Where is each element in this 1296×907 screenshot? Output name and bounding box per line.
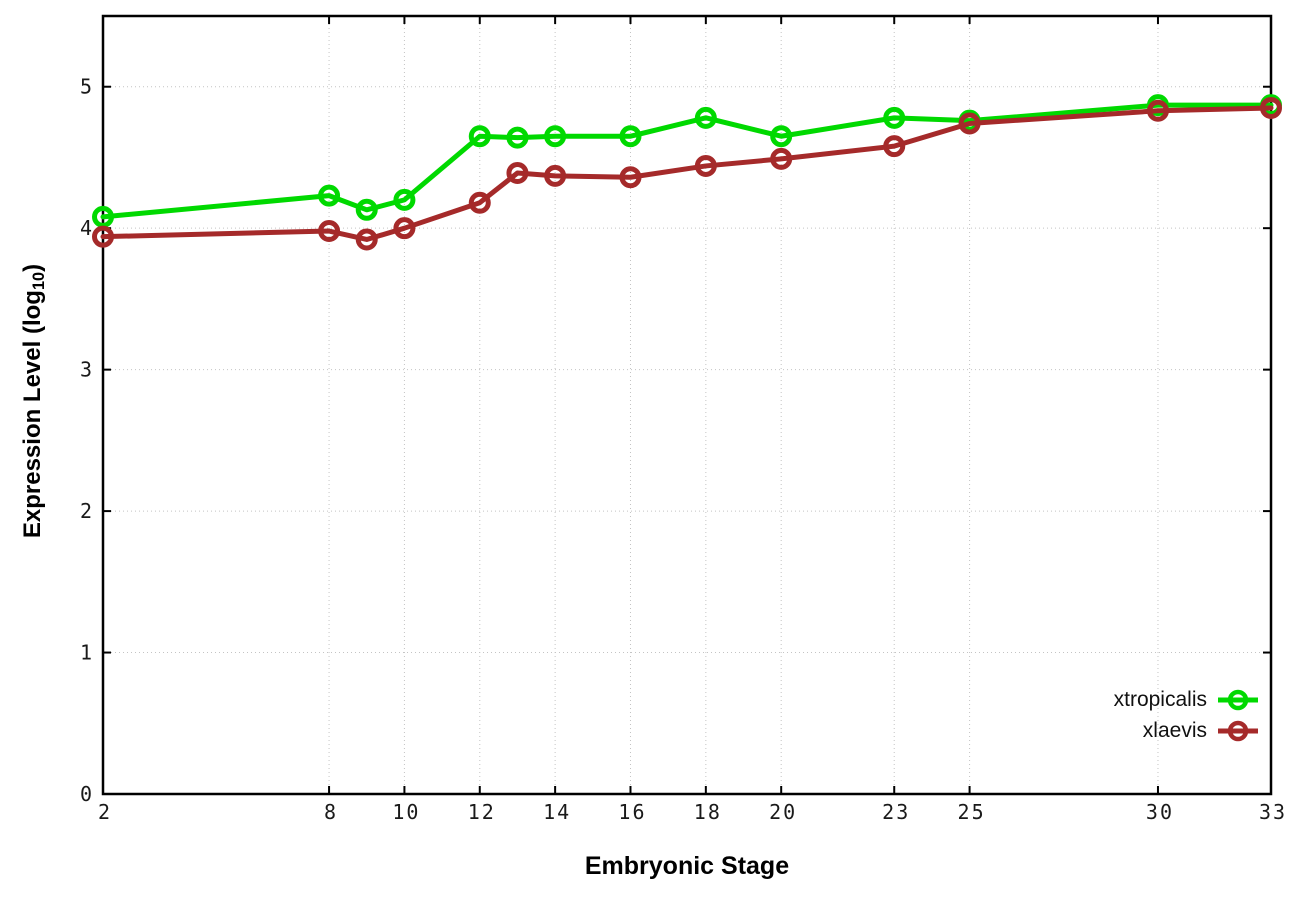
data-point-xlaevis <box>694 154 717 177</box>
data-point-xlaevis <box>468 191 491 214</box>
data-point-xtropicalis <box>883 106 906 129</box>
data-point-xlaevis <box>506 162 529 185</box>
x-tick-label: 23 <box>882 800 910 824</box>
x-tick-label: 30 <box>1146 800 1174 824</box>
data-point-xlaevis <box>92 225 114 248</box>
x-tick-label: 18 <box>694 800 722 824</box>
x-tick-label: 14 <box>543 800 571 824</box>
legend-label-xtropicalis: xtropicalis <box>1113 687 1207 711</box>
data-point-xlaevis <box>770 147 793 170</box>
y-tick-label: 3 <box>80 358 92 382</box>
data-point-xtropicalis <box>468 125 491 148</box>
legend-marker-xtropicalis <box>1218 689 1258 710</box>
x-tick-label: 2 <box>98 800 112 824</box>
data-point-xlaevis <box>393 217 416 240</box>
legend-label-xlaevis: xlaevis <box>1142 718 1207 742</box>
legend: xtropicalis xlaevis <box>1114 684 1260 746</box>
data-point-xlaevis <box>1146 99 1169 122</box>
data-point-xtropicalis <box>544 125 567 148</box>
data-point-xlaevis <box>544 164 567 187</box>
legend-item-xtropicalis: xtropicalis <box>1114 684 1260 715</box>
x-axis-title: Embryonic Stage <box>584 852 790 880</box>
data-point-xtropicalis <box>355 198 378 221</box>
data-point-xtropicalis <box>393 188 416 211</box>
data-point-xtropicalis <box>506 126 529 149</box>
y-axis-title-subscript: 10 <box>30 271 49 291</box>
y-tick-label: 4 <box>80 216 92 240</box>
x-tick-label: 16 <box>618 800 646 824</box>
y-axis-title: Expression Level (log10) <box>18 201 48 601</box>
data-point-xlaevis <box>619 166 642 189</box>
plot-border <box>101 14 1273 796</box>
data-point-xlaevis <box>318 220 341 243</box>
legend-item-xlaevis: xlaevis <box>1114 715 1260 746</box>
x-tick-label: 12 <box>468 800 496 824</box>
y-axis-title-main: Expression Level (log <box>19 290 46 539</box>
data-point-xlaevis <box>1260 96 1282 119</box>
data-point-xtropicalis <box>92 205 114 228</box>
data-point-xtropicalis <box>694 106 717 129</box>
data-point-xtropicalis <box>318 184 341 207</box>
data-point-xlaevis <box>958 112 981 135</box>
y-tick-label: 5 <box>80 75 92 99</box>
x-tick-label: 8 <box>324 800 338 824</box>
y-tick-label: 0 <box>80 782 92 806</box>
y-tick-label: 1 <box>80 641 92 665</box>
y-axis-title-end: ) <box>19 263 46 272</box>
series-line-xlaevis <box>100 105 1274 242</box>
x-tick-label: 33 <box>1259 800 1287 824</box>
data-point-xlaevis <box>355 228 378 251</box>
data-point-xtropicalis <box>770 125 793 148</box>
x-tick-label: 25 <box>958 800 986 824</box>
x-tick-label: 10 <box>392 800 420 824</box>
data-point-xtropicalis <box>619 125 642 148</box>
series-line-xtropicalis <box>100 102 1274 220</box>
x-tick-label: 20 <box>769 800 797 824</box>
data-point-xlaevis <box>883 135 906 158</box>
legend-marker-xlaevis <box>1218 720 1258 741</box>
y-tick-label: 2 <box>80 499 92 523</box>
